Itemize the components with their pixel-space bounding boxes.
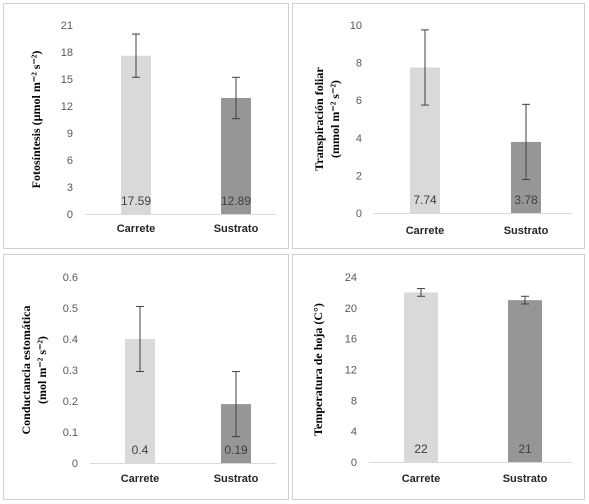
bar-carrete: [121, 55, 151, 214]
error-bar: [232, 371, 240, 438]
data-label: 0.4: [132, 443, 149, 457]
category-label: Carrete: [402, 473, 441, 485]
y-tick-label: 0.5: [63, 303, 78, 315]
error-bar: [136, 305, 144, 373]
y-tick-label: 0.1: [63, 427, 78, 439]
bar-carrete: [404, 292, 438, 462]
chart-panel-1: 0 3 6 9 12 15 18 21 17.59 Carrete 12.89 Sustrato Fot…: [3, 3, 289, 249]
y-axis-title: Transpiración foliar: [312, 67, 326, 171]
panel-frame: [292, 254, 585, 500]
y-tick-label: 3: [67, 182, 73, 194]
y-tick-label: 0.4: [63, 334, 78, 346]
y-tick-label: 0.3: [63, 365, 78, 377]
y-tick-label: 21: [61, 20, 73, 32]
data-label: 17.59: [121, 194, 151, 208]
y-tick-label: 18: [61, 47, 73, 59]
y-tick-label: 20: [345, 303, 357, 315]
y-tick-label: 0: [351, 457, 357, 469]
y-tick-label: 15: [61, 74, 73, 86]
y-tick-label: 24: [345, 272, 357, 284]
data-label: 21: [518, 442, 532, 456]
category-label: Sustrato: [214, 473, 259, 485]
data-label: 7.74: [413, 193, 437, 207]
category-label: Sustrato: [214, 223, 259, 235]
error-bar: [522, 103, 530, 181]
y-tick-label: 0: [72, 458, 78, 470]
error-bar: [521, 295, 529, 305]
y-tick-label: 0: [356, 208, 362, 220]
category-label: Carrete: [406, 225, 445, 237]
error-bar: [132, 33, 140, 78]
category-label: Sustrato: [503, 473, 548, 485]
category-label: Carrete: [117, 223, 156, 235]
y-axis-title: (mol m⁻² s⁻²): [35, 336, 49, 404]
data-label: 0.19: [224, 443, 248, 457]
chart-panel-2: 0 2 4 6 8 10 7.74 Carrete 3.78 Sustrato Transpirac…: [292, 3, 585, 249]
y-tick-label: 9: [67, 128, 73, 140]
y-axis-title: Temperatura de hoja (C°): [311, 303, 325, 436]
y-tick-label: 0.6: [63, 272, 78, 284]
y-tick-label: 12: [345, 365, 357, 377]
data-label: 3.78: [514, 193, 538, 207]
y-tick-label: 2: [356, 170, 362, 182]
data-label: 12.89: [221, 194, 251, 208]
y-tick-label: 4: [356, 133, 362, 145]
bar-sustrato: [508, 300, 542, 462]
y-tick-label: 6: [356, 95, 362, 107]
y-tick-label: 10: [350, 20, 362, 32]
panel-frame: [3, 3, 289, 249]
y-tick-label: 12: [61, 101, 73, 113]
error-bar: [232, 76, 240, 120]
panel-frame: [292, 3, 585, 249]
y-tick-label: 8: [356, 58, 362, 70]
data-label: 22: [414, 442, 428, 456]
chart-panel-3: 0 0.1 0.2 0.3 0.4 0.5 0.6 0.4 Carrete 0.19 Sustrat…: [3, 254, 289, 500]
panel-frame: [3, 254, 289, 500]
error-bar: [421, 29, 429, 106]
y-tick-label: 0.2: [63, 396, 78, 408]
chart-panel-4: 0 4 8 12 16 20 24 22 Carrete 21 Sustrato Temperatur…: [292, 254, 585, 500]
y-tick-label: 8: [351, 395, 357, 407]
error-bar: [417, 288, 425, 297]
y-axis-title: Conductancia estomática: [19, 306, 33, 435]
y-tick-label: 0: [67, 209, 73, 221]
y-axis-title: (mmol m⁻² s⁻²): [328, 80, 342, 158]
category-label: Sustrato: [504, 225, 549, 237]
y-axis-title: Fotosíntesis (µmol m⁻² s⁻²): [29, 51, 43, 189]
y-tick-label: 6: [67, 155, 73, 167]
y-tick-label: 4: [351, 426, 357, 438]
category-label: Carrete: [121, 473, 160, 485]
y-tick-label: 16: [345, 334, 357, 346]
